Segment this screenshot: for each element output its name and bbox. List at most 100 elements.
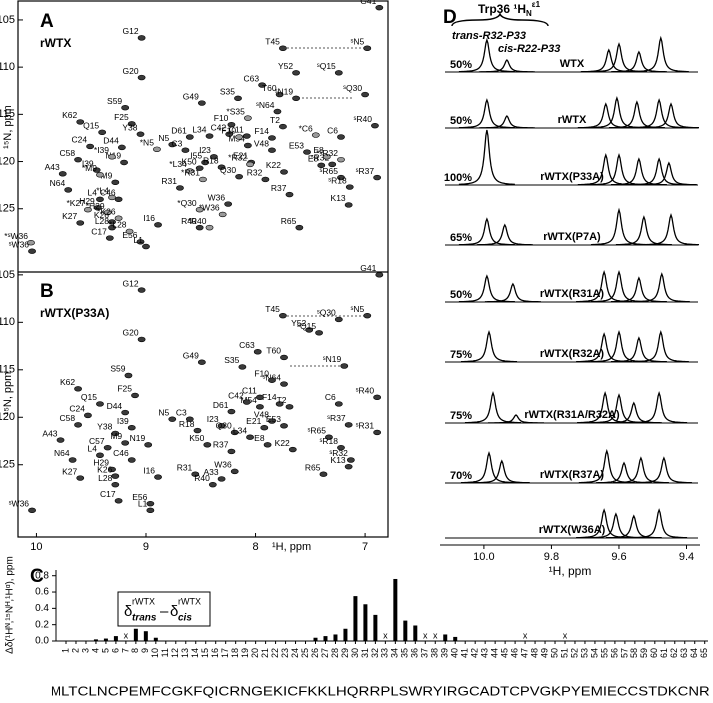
spectrum-peak: [631, 98, 688, 129]
x-tick-label: 59: [639, 648, 649, 658]
peak: [199, 176, 207, 183]
peak: [238, 364, 247, 370]
peak-label: Y52: [291, 318, 306, 328]
peak-label: C46: [113, 448, 129, 458]
annotation: trans-R32-P33: [452, 30, 526, 42]
peak-label: T60: [262, 83, 277, 93]
peak: [121, 105, 130, 111]
peak-label: ˢR18: [320, 436, 339, 446]
peak-label: ˢW36: [9, 239, 30, 249]
x-tick-label: 34: [390, 648, 400, 658]
spectrum-name: rWTX(P7A): [543, 231, 601, 243]
x-tick-label: 38: [430, 648, 440, 658]
peak-label: E56: [132, 492, 147, 502]
peak: [279, 312, 287, 319]
spectrum-peak: [458, 217, 515, 246]
spectrum-peak: [478, 114, 535, 129]
peak: [136, 131, 145, 137]
peak: [168, 141, 177, 148]
x-tick-label: 7: [120, 648, 130, 653]
x-tick-label: 45: [499, 648, 509, 658]
peak: [111, 430, 120, 437]
x-tick-label: 39: [440, 648, 450, 658]
peak-label: C46: [100, 188, 116, 198]
peak: [224, 201, 233, 207]
peak: [373, 429, 382, 436]
x-tick-label: 56: [609, 648, 619, 658]
spectrum-peak: [605, 514, 662, 539]
peak: [230, 429, 239, 436]
x-tick-label: 13: [180, 648, 190, 658]
x-tick-label: 52: [569, 648, 579, 658]
peak: [96, 172, 104, 178]
x-tick-label: 55: [599, 648, 609, 658]
bar: [133, 628, 138, 641]
peak-label: C3: [172, 138, 183, 148]
peak-label: D44: [103, 136, 119, 146]
peak-label: R65: [305, 462, 321, 472]
peak: [103, 209, 112, 216]
peak-label: K62: [60, 377, 75, 387]
x-tick-label: 53: [579, 648, 589, 658]
peak: [260, 425, 269, 431]
peak-label: Q30: [216, 421, 232, 431]
x-tick-label: 63: [679, 648, 689, 658]
peak: [121, 409, 130, 416]
peak: [319, 471, 328, 477]
peak-label: K50: [189, 433, 204, 443]
x-tick-label: 37: [420, 648, 430, 658]
peak-label: F25: [117, 384, 132, 394]
peak-label: *C6: [299, 123, 313, 133]
peak: [242, 399, 251, 405]
peak-label: ˢQ15: [317, 61, 336, 71]
y-tick-label: 115: [0, 108, 15, 120]
peak: [27, 240, 35, 246]
header-sup: ε1: [532, 0, 541, 9]
peak: [371, 122, 379, 129]
spectrum-peak: [610, 276, 667, 303]
panel-subtitle: rWTX(P33A): [40, 306, 109, 320]
peak: [337, 134, 345, 140]
peak-label: ˢR37: [327, 413, 346, 423]
y-tick-label: 105: [0, 269, 15, 281]
x-tick-label: 8: [130, 648, 140, 653]
x-tick-label: 15: [200, 648, 210, 658]
peak: [154, 222, 162, 228]
value-label: x: [563, 630, 568, 640]
y-axis-label: ¹⁵N, ppm: [2, 105, 14, 149]
peak-label: ˢN19: [275, 87, 294, 97]
spectrum-peak: [476, 223, 533, 246]
scale-label: 75%: [450, 349, 472, 361]
peak: [92, 167, 101, 173]
spectrum-name: rWTX(W36A): [539, 524, 606, 536]
peak-label: D44: [107, 401, 123, 411]
spectrum-peak: [631, 508, 688, 539]
spectrum-peak: [577, 102, 634, 129]
peak: [210, 154, 218, 160]
peak: [280, 423, 288, 429]
peak-label: ˢN64: [256, 100, 275, 110]
annotation: cis-R22-P33: [498, 43, 560, 55]
peak-label: C6: [325, 392, 336, 402]
peak: [243, 115, 252, 121]
x-tick-label: 61: [659, 648, 669, 658]
bar: [343, 628, 348, 641]
scale-label: 65%: [450, 232, 472, 244]
peak-label: F10: [254, 368, 269, 378]
spectrum-peak: [635, 456, 692, 484]
peak: [322, 154, 331, 160]
peak-label: S35: [224, 355, 239, 365]
scale-label: 100%: [444, 172, 472, 184]
peak: [146, 507, 155, 514]
peak: [146, 500, 155, 507]
peak: [279, 123, 287, 130]
peak: [105, 235, 114, 241]
peak: [217, 423, 226, 429]
x-tick-label: 3: [80, 648, 90, 653]
peak: [285, 404, 294, 410]
x-tick-label: 62: [669, 648, 679, 658]
peak-label: L28: [98, 473, 112, 483]
peak-label: F14: [262, 392, 277, 402]
y-tick-label: 110: [0, 61, 15, 73]
legend-sup: rWTX: [178, 596, 201, 606]
